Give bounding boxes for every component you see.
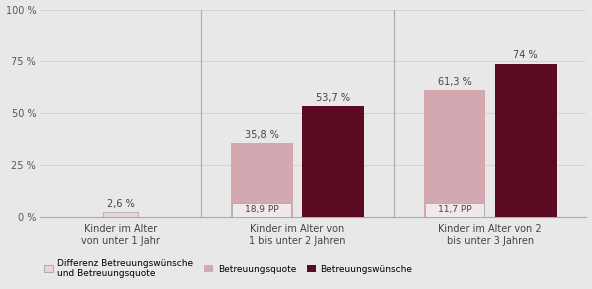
Text: 35,8 %: 35,8 %: [244, 130, 279, 140]
Text: 74 %: 74 %: [513, 51, 538, 60]
X-axis label: Kinder im Alter von
1 bis unter 2 Jahren: Kinder im Alter von 1 bis unter 2 Jahren: [249, 224, 346, 246]
FancyBboxPatch shape: [233, 203, 291, 217]
Text: 61,3 %: 61,3 %: [437, 77, 471, 87]
Bar: [231, 143, 292, 217]
FancyBboxPatch shape: [425, 203, 484, 217]
Bar: [103, 212, 139, 217]
Text: 11,7 PP: 11,7 PP: [437, 205, 471, 214]
Text: 53,7 %: 53,7 %: [316, 93, 350, 103]
Bar: [424, 90, 485, 217]
Bar: [495, 64, 556, 217]
X-axis label: Kinder im Alter
von unter 1 Jahr: Kinder im Alter von unter 1 Jahr: [81, 224, 160, 246]
Legend: Differenz Betreuungswünsche
und Betreuungsquote, Betreuungsquote, Betreuungswüns: Differenz Betreuungswünsche und Betreuun…: [40, 255, 416, 281]
Text: 18,9 PP: 18,9 PP: [245, 205, 278, 214]
Text: 2,6 %: 2,6 %: [107, 199, 134, 209]
Bar: [302, 106, 364, 217]
X-axis label: Kinder im Alter von 2
bis unter 3 Jahren: Kinder im Alter von 2 bis unter 3 Jahren: [438, 224, 542, 246]
